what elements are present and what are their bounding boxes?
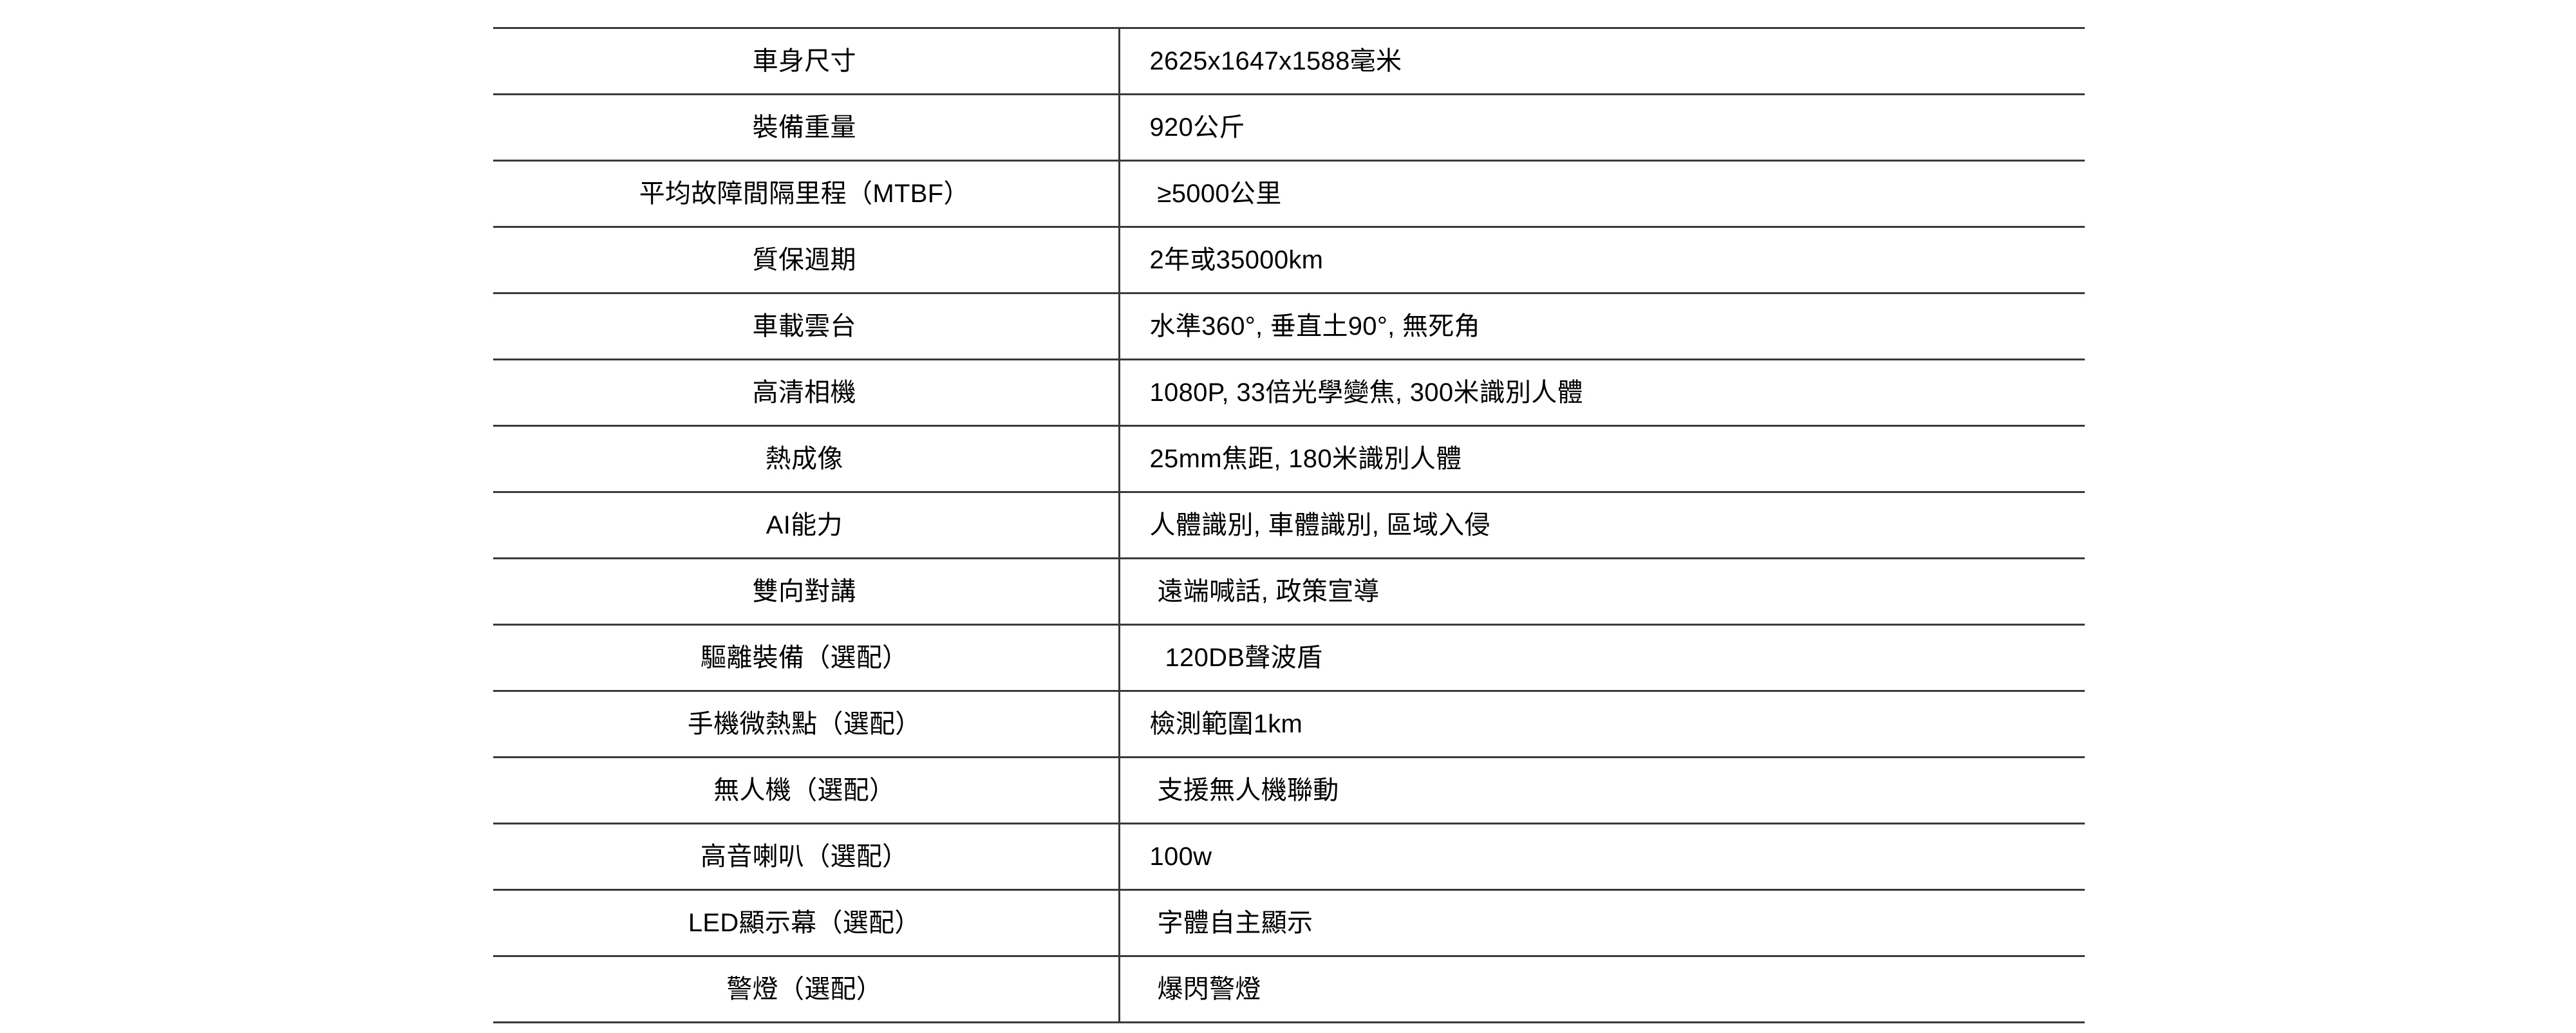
spec-value-cell: 25mm焦距, 180米識別人體 [1119, 425, 2085, 493]
spec-label-text: 手機微熱點（選配） [687, 710, 921, 738]
spec-label-text: AI能力 [766, 511, 843, 539]
spec-value-cell: 字體自主顯示 [1119, 889, 2085, 957]
spec-value-text: ≥5000公里 [1157, 180, 1282, 208]
spec-value-text: 1080P, 33倍光學變焦, 300米識別人體 [1149, 378, 1583, 407]
spec-value-cell: 支援無人機聯動 [1119, 756, 2085, 824]
table-row: 高音喇叭（選配） 100w [493, 823, 2085, 891]
spec-value-text: 120DB聲波盾 [1165, 644, 1323, 672]
spec-value-text: 人體識別, 車體識別, 區域入侵 [1149, 511, 1490, 539]
table-row: 高清相機 1080P, 33倍光學變焦, 300米識別人體 [493, 358, 2085, 427]
spec-label-text: 高音喇叭（選配） [700, 842, 908, 871]
spec-value-text: 25mm焦距, 180米識別人體 [1149, 445, 1462, 473]
spec-label-cell: 驅離裝備（選配） [493, 624, 1120, 692]
spec-label-text: 高清相機 [752, 378, 856, 407]
table-row: 無人機（選配） 支援無人機聯動 [493, 756, 2085, 824]
table-row: 裝備重量 920公斤 [493, 93, 2085, 162]
spec-value-text: 920公斤 [1149, 113, 1245, 142]
table-row: 平均故障間隔里程（MTBF） ≥5000公里 [493, 160, 2085, 228]
spec-label-text: 車載雲台 [752, 312, 856, 340]
spec-label-cell: 熱成像 [493, 425, 1120, 493]
spec-value-cell: 檢測範圍1km [1119, 690, 2085, 758]
spec-label-text: 質保週期 [752, 246, 856, 274]
spec-value-text: 爆閃警燈 [1157, 975, 1261, 1003]
table-row: 雙向對講 遠端喊話, 政策宣導 [493, 557, 2085, 626]
spec-label-cell: 手機微熱點（選配） [493, 690, 1120, 758]
spec-value-cell: 100w [1119, 823, 2085, 891]
spec-table-body: 車身尺寸 2625x1647x1588毫米裝備重量 920公斤平均故障間隔里程（MT… [493, 27, 2085, 1023]
spec-label-text: 平均故障間隔里程（MTBF） [639, 180, 970, 208]
spec-label-text: 雙向對講 [752, 577, 856, 606]
spec-value-cell: ≥5000公里 [1119, 160, 2085, 228]
spec-value-text: 2625x1647x1588毫米 [1149, 47, 1402, 75]
spec-value-cell: 2年或35000km [1119, 226, 2085, 294]
spec-label-text: 無人機（選配） [713, 776, 896, 805]
table-row: 驅離裝備（選配） 120DB聲波盾 [493, 624, 2085, 692]
spec-value-text: 水準360°, 垂直土90°, 無死角 [1149, 312, 1480, 340]
vehicle-spec-table: 車身尺寸 2625x1647x1588毫米裝備重量 920公斤平均故障間隔里程（MT… [493, 27, 2085, 1023]
table-row: 車身尺寸 2625x1647x1588毫米 [493, 27, 2085, 95]
spec-label-text: 驅離裝備（選配） [700, 644, 908, 672]
spec-value-text: 字體自主顯示 [1157, 909, 1313, 937]
spec-label-text: 熱成像 [765, 445, 843, 473]
spec-value-cell: 人體識別, 車體識別, 區域入侵 [1119, 491, 2085, 559]
spec-value-cell: 920公斤 [1119, 93, 2085, 162]
spec-label-cell: 平均故障間隔里程（MTBF） [493, 160, 1120, 228]
spec-label-text: 車身尺寸 [752, 47, 856, 75]
spec-label-cell: 雙向對講 [493, 557, 1120, 626]
spec-value-text: 支援無人機聯動 [1157, 776, 1339, 805]
spec-value-text: 遠端喊話, 政策宣導 [1157, 577, 1380, 606]
spec-label-cell: 高清相機 [493, 358, 1120, 427]
spec-value-text: 檢測範圍1km [1149, 710, 1303, 738]
spec-label-cell: 車載雲台 [493, 292, 1120, 360]
table-row: 警燈（選配） 爆閃警燈 [493, 955, 2085, 1023]
spec-label-text: 裝備重量 [752, 113, 856, 142]
spec-value-cell: 2625x1647x1588毫米 [1119, 27, 2085, 95]
spec-value-cell: 1080P, 33倍光學變焦, 300米識別人體 [1119, 358, 2085, 427]
spec-label-cell: 裝備重量 [493, 93, 1120, 162]
spec-label-text: LED顯示幕（選配） [688, 909, 921, 937]
table-row: AI能力 人體識別, 車體識別, 區域入侵 [493, 491, 2085, 559]
spec-label-cell: 高音喇叭（選配） [493, 823, 1120, 891]
spec-label-cell: 質保週期 [493, 226, 1120, 294]
table-row: 手機微熱點（選配） 檢測範圍1km [493, 690, 2085, 758]
spec-value-text: 100w [1149, 842, 1212, 871]
spec-label-cell: LED顯示幕（選配） [493, 889, 1120, 957]
spec-value-cell: 水準360°, 垂直土90°, 無死角 [1119, 292, 2085, 360]
spec-value-text: 2年或35000km [1149, 246, 1324, 274]
spec-table-container: 車身尺寸 2625x1647x1588毫米裝備重量 920公斤平均故障間隔里程（MT… [493, 27, 2085, 1023]
spec-label-cell: 警燈（選配） [493, 955, 1120, 1023]
spec-label-cell: 無人機（選配） [493, 756, 1120, 824]
spec-label-text: 警燈（選配） [726, 975, 883, 1003]
spec-label-cell: 車身尺寸 [493, 27, 1120, 95]
spec-value-cell: 遠端喊話, 政策宣導 [1119, 557, 2085, 626]
table-row: 熱成像 25mm焦距, 180米識別人體 [493, 425, 2085, 493]
spec-value-cell: 爆閃警燈 [1119, 955, 2085, 1023]
table-row: 質保週期 2年或35000km [493, 226, 2085, 294]
spec-label-cell: AI能力 [493, 491, 1120, 559]
table-row: LED顯示幕（選配） 字體自主顯示 [493, 889, 2085, 957]
table-row: 車載雲台 水準360°, 垂直土90°, 無死角 [493, 292, 2085, 360]
spec-value-cell: 120DB聲波盾 [1119, 624, 2085, 692]
